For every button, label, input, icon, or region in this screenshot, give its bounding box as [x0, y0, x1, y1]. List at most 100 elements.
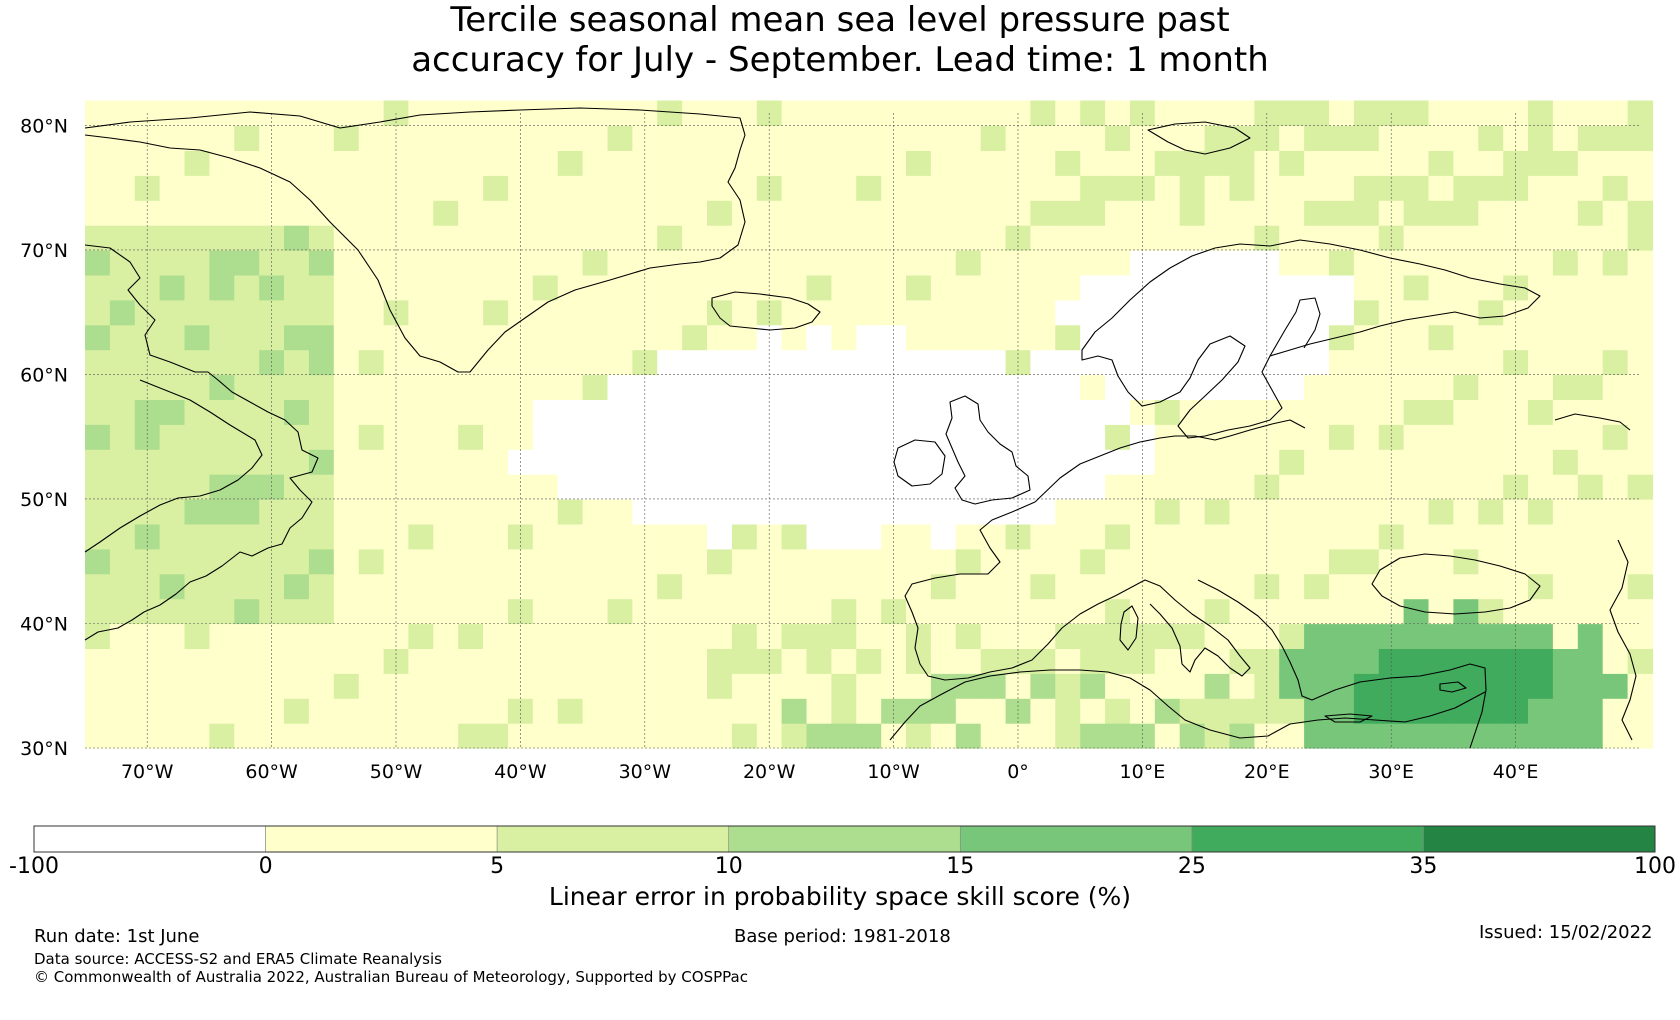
skill-cell	[433, 698, 459, 724]
skill-cell	[582, 150, 609, 176]
skill-cell	[1080, 548, 1106, 575]
skill-cell	[333, 299, 360, 326]
skill-cell	[881, 100, 907, 126]
skill-cell	[781, 100, 808, 126]
skill-cell	[1254, 698, 1280, 724]
skill-cell	[408, 250, 434, 276]
skill-cell	[1254, 200, 1280, 226]
skill-cell	[1552, 598, 1579, 625]
skill-cell	[1229, 573, 1255, 600]
skill-cell	[831, 474, 857, 500]
skill-cell	[85, 299, 111, 326]
skill-cell	[1329, 499, 1355, 525]
skill-cell	[532, 623, 559, 649]
skill-cell	[234, 175, 260, 201]
skill-cell	[532, 250, 559, 276]
skill-cell	[980, 175, 1007, 201]
skill-cell	[1229, 449, 1255, 475]
skill-cell	[607, 424, 633, 450]
skill-cell	[1254, 299, 1280, 326]
skill-cell	[1453, 250, 1479, 276]
skill-cell	[1105, 623, 1131, 649]
skill-cell	[159, 548, 186, 575]
skill-cell	[1403, 424, 1430, 450]
skill-cell	[1378, 698, 1405, 724]
skill-cell	[109, 723, 136, 749]
skill-cell	[433, 175, 459, 201]
skill-cell	[483, 150, 509, 176]
skill-cell	[980, 623, 1007, 649]
coastline-north-africa	[889, 669, 1486, 741]
skill-cell	[1577, 200, 1604, 226]
lat-tick-label: 50°N	[20, 489, 68, 511]
skill-cell	[109, 324, 136, 351]
skill-cell	[1055, 200, 1081, 226]
skill-cell	[234, 623, 260, 649]
skill-cell	[1627, 399, 1654, 425]
coastline-italy	[1129, 579, 1251, 677]
skill-cell	[781, 573, 808, 600]
skill-cell	[582, 349, 609, 376]
skill-cell	[632, 499, 658, 525]
skill-cell	[383, 125, 410, 151]
skill-cell	[1453, 349, 1479, 376]
skill-cell	[458, 424, 484, 450]
skill-cell	[1428, 573, 1454, 600]
skill-cell	[1105, 598, 1131, 625]
skill-cell	[1403, 598, 1430, 625]
skill-cell	[1030, 698, 1056, 724]
skill-cell	[1030, 449, 1056, 475]
skill-cell	[1179, 125, 1206, 151]
skill-cell	[1552, 573, 1579, 600]
skill-cell	[1154, 723, 1181, 749]
skill-cell	[1627, 100, 1654, 126]
skill-cell	[1353, 374, 1380, 400]
skill-cell	[383, 449, 410, 475]
skill-cell	[1204, 125, 1231, 151]
skill-cell	[980, 225, 1007, 251]
skill-cell	[532, 374, 559, 400]
skill-cell	[955, 523, 982, 550]
skill-cell	[707, 449, 733, 475]
skill-cell	[1329, 274, 1355, 301]
skill-cell	[1080, 573, 1106, 600]
skill-cell	[1602, 623, 1629, 649]
lon-tick-label: 70°W	[121, 761, 174, 783]
coastlines	[84, 107, 1637, 749]
skill-cell	[707, 523, 733, 550]
skill-cell	[1105, 200, 1131, 226]
coastline-novaya-zemlya	[1554, 413, 1631, 431]
skill-cell	[632, 474, 658, 500]
skill-cell	[209, 723, 235, 749]
skill-cell	[756, 449, 783, 475]
skill-cell	[657, 250, 683, 276]
skill-cell	[756, 175, 783, 201]
skill-cell	[1428, 125, 1454, 151]
skill-cell	[1030, 424, 1056, 450]
skill-cell	[408, 324, 434, 351]
skill-cell	[1005, 125, 1032, 151]
skill-cell	[756, 673, 783, 699]
skill-cell	[159, 449, 186, 475]
skill-cell	[906, 399, 932, 425]
skill-cell	[1055, 250, 1081, 276]
skill-cell	[632, 150, 658, 176]
skill-cell	[1080, 374, 1106, 400]
lon-tick-label: 10°E	[1120, 761, 1166, 783]
skill-cell	[856, 648, 882, 674]
skill-cell	[1478, 175, 1504, 201]
skill-cell	[682, 324, 708, 351]
skill-cell	[408, 474, 434, 500]
skill-cell	[532, 349, 559, 376]
skill-cell	[1577, 723, 1604, 749]
skill-cell	[1304, 548, 1330, 575]
skill-cell	[607, 623, 633, 649]
skill-cell	[1403, 349, 1430, 376]
skill-cell	[1229, 200, 1255, 226]
skill-cell	[1552, 523, 1579, 550]
skill-cell	[1080, 349, 1106, 376]
skill-cell	[632, 250, 658, 276]
skill-cell	[508, 150, 534, 176]
skill-cell	[184, 698, 210, 724]
skill-cell	[1030, 723, 1056, 749]
